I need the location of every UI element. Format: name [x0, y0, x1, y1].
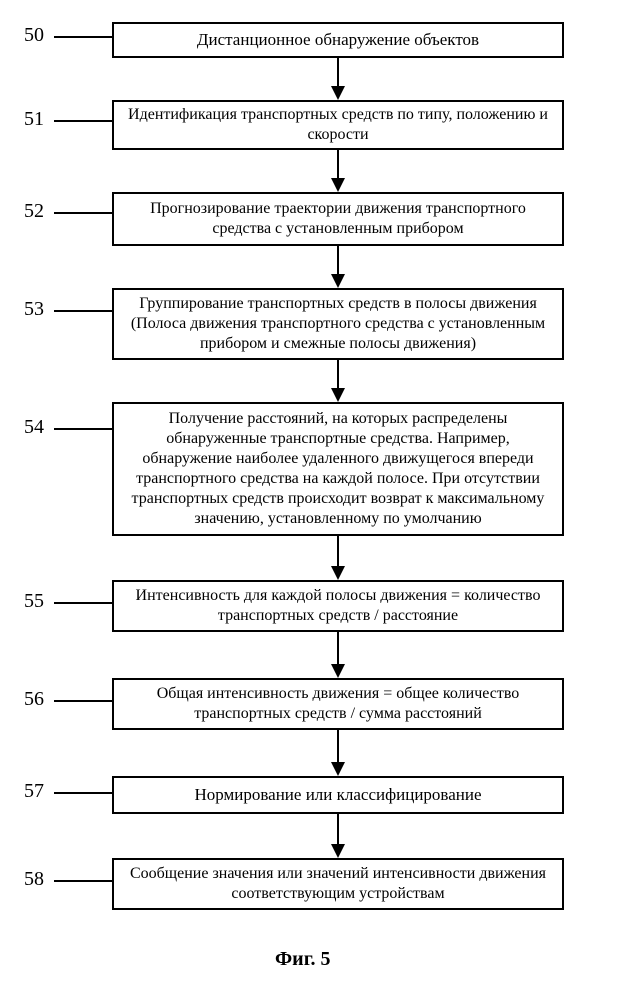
flowchart-node-56: Общая интенсивность движения = общее кол… — [112, 678, 564, 730]
label-connector-58 — [54, 880, 112, 882]
node-label-57: 57 — [24, 780, 44, 803]
node-label-56: 56 — [24, 688, 44, 711]
arrow-shaft-54-55 — [337, 536, 339, 566]
label-connector-52 — [54, 212, 112, 214]
arrow-head-56-57 — [331, 762, 345, 776]
node-label-50: 50 — [24, 24, 44, 47]
label-connector-54 — [54, 428, 112, 430]
flowchart-node-54: Получение расстояний, на которых распред… — [112, 402, 564, 536]
label-connector-51 — [54, 120, 112, 122]
flowchart-node-53: Группирование транспортных средств в пол… — [112, 288, 564, 360]
arrow-head-52-53 — [331, 274, 345, 288]
arrow-shaft-52-53 — [337, 246, 339, 274]
flowchart-node-50: Дистанционное обнаружение объектов — [112, 22, 564, 58]
node-label-51: 51 — [24, 108, 44, 131]
label-connector-57 — [54, 792, 112, 794]
label-connector-50 — [54, 36, 112, 38]
flowchart-canvas: Дистанционное обнаружение объектов 50 Иден… — [0, 0, 619, 999]
arrow-shaft-51-52 — [337, 150, 339, 178]
arrow-head-51-52 — [331, 178, 345, 192]
node-label-54: 54 — [24, 416, 44, 439]
flowchart-node-57: Нормирование или классифицирование — [112, 776, 564, 814]
arrow-shaft-56-57 — [337, 730, 339, 762]
node-label-58: 58 — [24, 868, 44, 891]
flowchart-node-51: Идентификация транспортных средств по ти… — [112, 100, 564, 150]
node-label-53: 53 — [24, 298, 44, 321]
node-label-55: 55 — [24, 590, 44, 613]
arrow-head-54-55 — [331, 566, 345, 580]
flowchart-node-58: Сообщение значения или значений интенсив… — [112, 858, 564, 910]
arrow-head-55-56 — [331, 664, 345, 678]
arrow-head-53-54 — [331, 388, 345, 402]
arrow-head-50-51 — [331, 86, 345, 100]
label-connector-53 — [54, 310, 112, 312]
arrow-shaft-57-58 — [337, 814, 339, 844]
label-connector-56 — [54, 700, 112, 702]
arrow-shaft-50-51 — [337, 58, 339, 86]
label-connector-55 — [54, 602, 112, 604]
flowchart-node-55: Интенсивность для каждой полосы движения… — [112, 580, 564, 632]
arrow-shaft-55-56 — [337, 632, 339, 664]
arrow-head-57-58 — [331, 844, 345, 858]
figure-caption: Фиг. 5 — [275, 948, 331, 971]
arrow-shaft-53-54 — [337, 360, 339, 388]
flowchart-node-52: Прогнозирование траектории движения тран… — [112, 192, 564, 246]
node-label-52: 52 — [24, 200, 44, 223]
